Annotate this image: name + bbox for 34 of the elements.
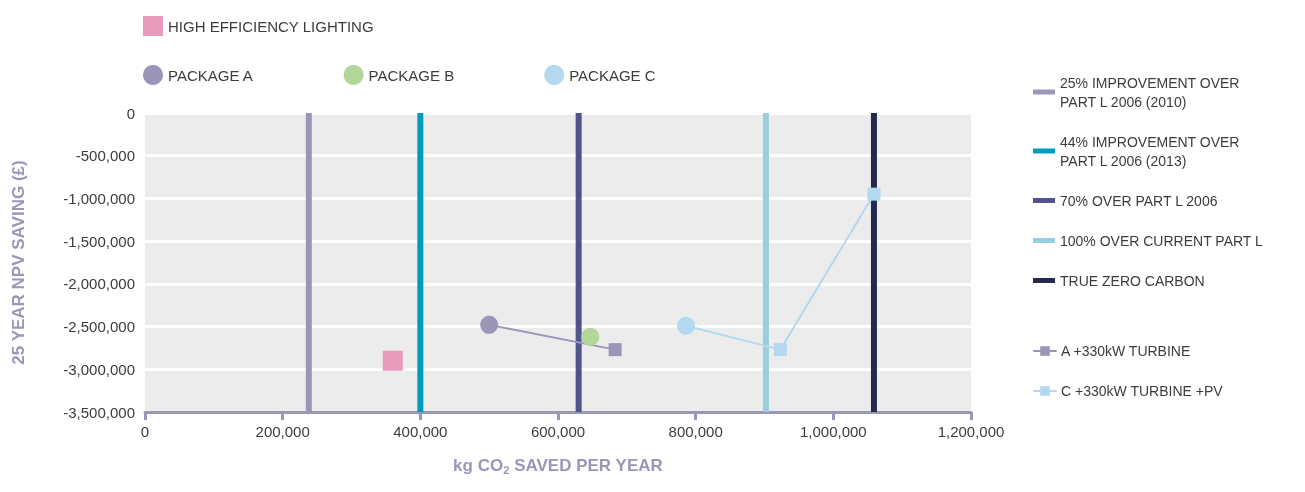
legend-label: 44% IMPROVEMENT OVER PART L 2006 (2013)	[1060, 133, 1244, 169]
x-tick-label: 1,000,000	[799, 423, 867, 440]
x-tick-label: 600,000	[530, 423, 586, 440]
x-tick-label: 800,000	[668, 423, 723, 440]
legend-label: A +330kW TURBINE	[1061, 343, 1191, 359]
y-tick-label: -1,000,000	[63, 189, 135, 207]
point	[773, 343, 787, 357]
legend-label: PACKAGE A	[168, 66, 253, 84]
y-tick-label: 0	[126, 104, 135, 122]
legend-label: 100% OVER CURRENT PART L	[1060, 232, 1264, 249]
y-tick-label: -2,000,000	[63, 275, 135, 293]
y-tick-label: -2,500,000	[63, 318, 135, 336]
point	[581, 327, 600, 346]
x-tick-label: 1,200,000	[937, 423, 1005, 440]
legend-label: PACKAGE C	[569, 66, 656, 84]
point	[867, 187, 881, 201]
point	[382, 350, 403, 371]
x-tick-label: 200,000	[255, 423, 310, 440]
y-tick-label: -1,500,000	[63, 232, 135, 250]
legend-label: HIGH EFFICIENCY LIGHTING	[168, 17, 374, 35]
y-axis-title: 25 YEAR NPV SAVING (£)	[9, 160, 28, 365]
y-tick-label: -3,000,000	[63, 360, 135, 378]
legend-label: PACKAGE B	[368, 66, 455, 84]
y-tick-label: -500,000	[75, 147, 135, 165]
point	[677, 316, 696, 335]
legend-label: C +330kW TURBINE +PV	[1061, 383, 1224, 399]
legend-label: 70% OVER PART L 2006	[1060, 192, 1218, 209]
legend-label: 25% IMPROVEMENT OVER PART L 2006 (2010)	[1060, 74, 1244, 110]
legend-label: TRUE ZERO CARBON	[1060, 272, 1205, 289]
point	[480, 315, 499, 334]
x-tick-label: 0	[140, 423, 150, 440]
point	[608, 343, 622, 357]
x-tick-label: 400,000	[393, 423, 448, 440]
y-tick-label: -3,500,000	[63, 403, 135, 421]
